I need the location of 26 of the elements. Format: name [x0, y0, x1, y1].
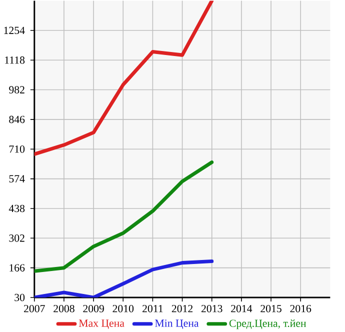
y-tick-label: 30: [14, 294, 25, 302]
x-tick-label: 2016: [290, 304, 312, 312]
y-tick-label: 710: [9, 145, 25, 153]
y-tick-label: 574: [9, 175, 25, 182]
x-tick-label: 2014: [231, 304, 252, 312]
y-tick-label: 1254: [4, 26, 25, 34]
y-tick-label: 438: [8, 204, 25, 212]
legend-label: Min Цена: [155, 319, 199, 329]
x-tick-label: 2008: [54, 304, 74, 312]
x-tick-label: 2012: [172, 304, 193, 312]
line-series: [34, 160, 214, 273]
x-tick-label: 2010: [112, 304, 134, 312]
line-series: [34, 259, 214, 298]
y-tick-label: 1118: [5, 56, 25, 64]
x-tick-label: 2007: [24, 304, 45, 312]
y-tick-label: 982: [9, 86, 24, 94]
x-tick-label: 2015: [260, 304, 282, 312]
y-tick-label: 846: [9, 116, 25, 123]
line-series: [34, 0, 214, 156]
x-tick-label: 2011: [142, 304, 163, 312]
legend-label: Max Цена: [78, 319, 124, 329]
x-tick-label: 2009: [83, 304, 104, 312]
y-tick-label: 302: [9, 234, 24, 242]
legend-label: Сред.Цена, т.йен: [229, 319, 306, 330]
y-tick-label: 166: [10, 264, 25, 272]
x-tick-label: 2013: [201, 304, 222, 312]
